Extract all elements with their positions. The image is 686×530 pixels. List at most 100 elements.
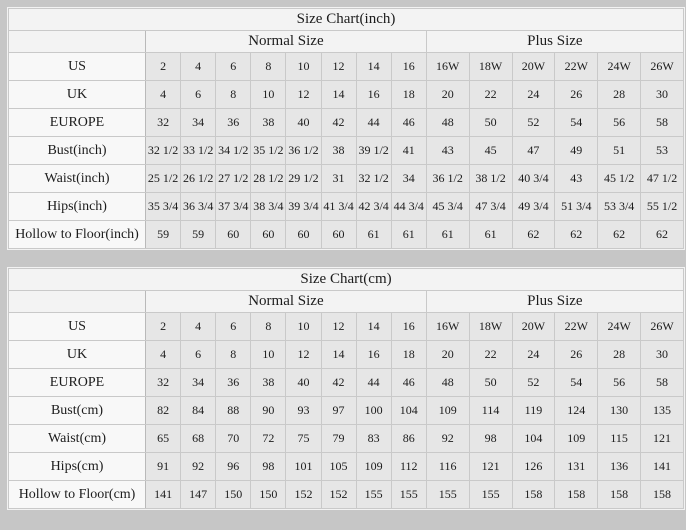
table-cell: 28 1/2 [250, 164, 287, 193]
table-cell: 121 [468, 452, 513, 481]
table-row: Bust(inch) 32 1/2 33 1/2 34 1/2 35 1/2 36 1/2… [7, 136, 684, 165]
table-cell: 84 [180, 396, 217, 425]
table-row: US 2 4 6 8 10 12 14 16 16W 18W 20W 22W 24W 26W [7, 52, 684, 81]
table-cell: 100 [355, 396, 392, 425]
table-cell: 70 [215, 424, 252, 453]
table-cell: 135 [640, 396, 684, 425]
table-cell: 51 [597, 136, 642, 165]
table-cell: 24 [511, 340, 556, 369]
table-cell: 2 [145, 312, 182, 341]
table-cell: 14 [355, 52, 392, 81]
row-label: Waist(inch) [7, 164, 147, 193]
table-cell: 35 3/4 [145, 192, 182, 221]
table-cell: 8 [250, 52, 287, 81]
table-cell: 46 [390, 368, 427, 397]
table-cell: 115 [597, 424, 642, 453]
table-cell: 22W [554, 52, 599, 81]
row-label: Bust(inch) [7, 136, 147, 165]
table-row: Hollow to Floor(cm) 141 147 150 150 152 152 155… [7, 480, 684, 509]
table-cell: 158 [640, 480, 684, 509]
table-cell: 101 [285, 452, 322, 481]
table-cell: 68 [180, 424, 217, 453]
table-cell: 109 [425, 396, 470, 425]
table-cell: 54 [554, 368, 599, 397]
table-cell: 36 1/2 [425, 164, 470, 193]
table-cell: 116 [425, 452, 470, 481]
table-cell: 155 [390, 480, 427, 509]
table-cell: 61 [355, 220, 392, 249]
table-cell: 4 [145, 340, 182, 369]
table-cell: 98 [250, 452, 287, 481]
table-cell: 79 [320, 424, 357, 453]
table-row: US 2 4 6 8 10 12 14 16 16W 18W 20W 22W 24W 26W [7, 312, 684, 341]
corner-cell [7, 290, 147, 313]
table-cell: 20W [511, 52, 556, 81]
table-title: Size Chart(cm) [8, 268, 684, 291]
row-label: EUROPE [7, 368, 147, 397]
table-cell: 10 [285, 52, 322, 81]
table-cell: 22W [554, 312, 599, 341]
table-cell: 90 [250, 396, 287, 425]
table-cell: 53 [640, 136, 684, 165]
table-cell: 104 [511, 424, 556, 453]
table-cell: 4 [180, 52, 217, 81]
row-label: UK [7, 80, 147, 109]
table-cell: 46 [390, 108, 427, 137]
table-cell: 36 3/4 [180, 192, 217, 221]
row-label: Waist(cm) [7, 424, 147, 453]
table-cell: 121 [640, 424, 684, 453]
table-cell: 18 [390, 80, 427, 109]
table-cell: 32 [145, 108, 182, 137]
table-cell: 24W [597, 312, 642, 341]
table-cell: 152 [285, 480, 322, 509]
table-cell: 58 [640, 108, 684, 137]
table-cell: 53 3/4 [597, 192, 642, 221]
table-cell: 42 [320, 108, 357, 137]
table-cell: 37 3/4 [215, 192, 252, 221]
table-cell: 49 3/4 [511, 192, 556, 221]
table-cell: 18 [390, 340, 427, 369]
table-cell: 34 [180, 108, 217, 137]
table-cell: 62 [511, 220, 556, 249]
table-cell: 93 [285, 396, 322, 425]
table-cell: 152 [320, 480, 357, 509]
table-cell: 42 3/4 [355, 192, 392, 221]
table-cell: 26W [640, 312, 684, 341]
table-cell: 109 [554, 424, 599, 453]
table-cell: 49 [554, 136, 599, 165]
table-cell: 61 [468, 220, 513, 249]
table-cell: 75 [285, 424, 322, 453]
table-cell: 2 [145, 52, 182, 81]
table-cell: 44 [355, 368, 392, 397]
table-cell: 30 [640, 80, 684, 109]
table-cell: 56 [597, 368, 642, 397]
table-cell: 98 [468, 424, 513, 453]
table-cell: 36 [215, 368, 252, 397]
row-label: Bust(cm) [7, 396, 147, 425]
table-row: EUROPE 32 34 36 38 40 42 44 46 48 50 52 54 56 58 [7, 108, 684, 137]
table-cell: 44 [355, 108, 392, 137]
table-cell: 136 [597, 452, 642, 481]
table-cell: 48 [425, 368, 470, 397]
table-cell: 36 [215, 108, 252, 137]
table-cell: 43 [554, 164, 599, 193]
table-cell: 141 [145, 480, 182, 509]
corner-cell [7, 30, 147, 53]
table-cell: 47 1/2 [640, 164, 684, 193]
table-cell: 126 [511, 452, 556, 481]
table-cell: 86 [390, 424, 427, 453]
table-cell: 6 [180, 340, 217, 369]
table-row: UK 4 6 8 10 12 14 16 18 20 22 24 26 28 30 [7, 80, 684, 109]
column-group-plus-size: Plus Size [425, 30, 685, 53]
column-group-plus-size: Plus Size [425, 290, 685, 313]
table-cell: 41 [390, 136, 427, 165]
table-cell: 8 [250, 312, 287, 341]
table-cell: 56 [597, 108, 642, 137]
table-cell: 26W [640, 52, 684, 81]
table-cell: 38 3/4 [250, 192, 287, 221]
table-cell: 47 [511, 136, 556, 165]
table-cell: 32 1/2 [145, 136, 182, 165]
table-cell: 20W [511, 312, 556, 341]
table-cell: 40 [285, 108, 322, 137]
table-cell: 158 [511, 480, 556, 509]
